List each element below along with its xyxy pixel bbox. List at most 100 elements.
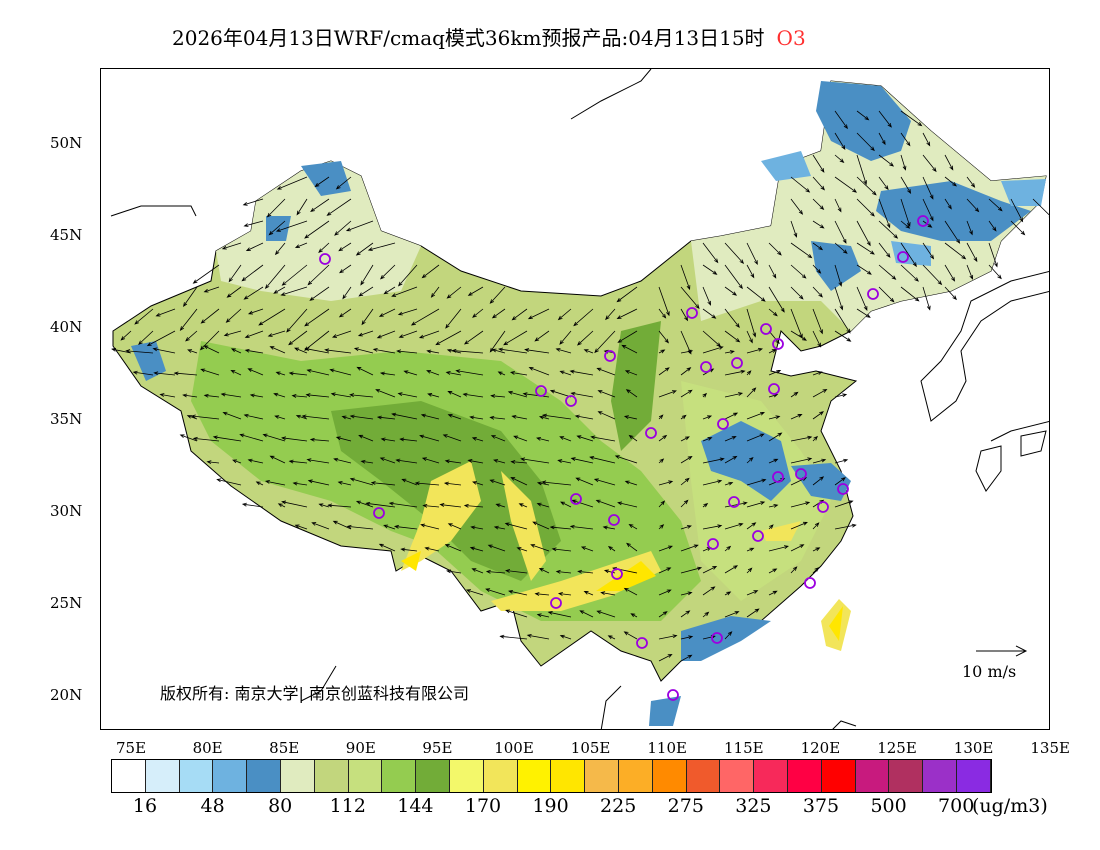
wind-arrow	[493, 525, 506, 530]
wind-arrow	[680, 525, 692, 530]
lon-label: 95E	[422, 739, 453, 757]
wind-arrow	[447, 390, 462, 398]
wind-arrow	[724, 264, 743, 290]
wind-arrow	[146, 330, 176, 347]
wind-arrow	[680, 544, 699, 552]
wind-arrow	[199, 330, 220, 351]
wind-arrow	[243, 413, 264, 420]
wind-arrow	[226, 286, 242, 298]
wind-arrow	[900, 198, 911, 228]
wind-arrow	[268, 220, 286, 236]
wind-arrow	[702, 392, 707, 398]
wind-arrow	[498, 347, 528, 354]
wind-arrow	[356, 366, 374, 376]
wind-arrow	[379, 457, 396, 464]
wind-arrow	[724, 565, 739, 574]
wind-arrow	[589, 456, 616, 464]
wind-arrow	[335, 176, 352, 190]
colorbar-swatch	[314, 760, 349, 792]
wind-arrow	[471, 568, 484, 574]
wind-arrow	[304, 220, 330, 239]
wind-arrow	[812, 242, 824, 251]
wind-arrow	[398, 330, 418, 338]
wind-arrow	[243, 286, 264, 300]
wind-arrow	[200, 308, 220, 324]
wind-arrow	[768, 242, 782, 256]
wind-arrow	[534, 592, 550, 596]
wind-arrow	[541, 413, 572, 420]
wind-arrow	[264, 480, 286, 486]
wind-arrow	[724, 308, 740, 328]
wind-arrow	[834, 393, 848, 398]
wind-arrow	[401, 478, 418, 486]
colorbar-swatch	[382, 760, 417, 792]
wind-arrow	[702, 264, 718, 275]
wind-arrow	[288, 330, 308, 346]
wind-arrow	[746, 567, 753, 574]
wind-arrow	[524, 348, 550, 354]
wind-arrow	[277, 503, 286, 508]
wind-arrow	[324, 348, 352, 354]
wind-arrow	[812, 176, 825, 191]
wind-arrow	[680, 349, 694, 354]
wind-arrow	[467, 286, 484, 296]
wind-arrow	[790, 521, 808, 530]
wind-arrow	[192, 436, 220, 442]
wind-arrow	[414, 481, 440, 486]
wind-arrow	[557, 308, 572, 321]
wind-arrow	[155, 308, 176, 317]
wind-arrow	[419, 434, 440, 442]
wind-arrow	[680, 455, 693, 464]
wind-arrow	[790, 264, 807, 279]
wind-arrow	[345, 220, 374, 232]
wind-arrow	[576, 435, 594, 442]
wind-arrow	[570, 457, 594, 464]
wind-arrow	[203, 286, 220, 293]
wind-arrow	[878, 198, 891, 229]
species-label: O3	[776, 26, 806, 50]
wind-arrow	[334, 220, 352, 236]
wind-arrow	[658, 330, 669, 344]
colorbar-swatch	[112, 760, 146, 792]
wind-arrow	[1010, 198, 1024, 223]
wind-arrow	[922, 132, 931, 147]
wind-arrow	[834, 154, 845, 163]
wind-arrow	[511, 414, 528, 420]
colorbar-swatch	[923, 760, 957, 792]
wind-arrow	[397, 308, 418, 316]
colorbar-label: 375	[802, 795, 840, 817]
wind-arrow	[536, 436, 550, 442]
wind-arrow	[856, 132, 875, 152]
colorbar-swatch	[416, 760, 450, 792]
wind-arrow	[746, 478, 767, 486]
wind-arrow	[746, 370, 752, 376]
wind-arrow	[314, 176, 330, 188]
wind-arrow	[724, 286, 738, 296]
colorbar-swatch	[213, 760, 248, 792]
wind-arrow	[120, 330, 132, 341]
wind-arrow	[616, 286, 638, 303]
wind-arrow	[900, 242, 917, 268]
wind-arrow	[281, 500, 308, 508]
wind-arrow	[111, 347, 132, 354]
wind-arrow	[551, 547, 572, 552]
wind-arrow	[471, 437, 484, 442]
wind-arrow	[724, 436, 737, 442]
lon-label: 125E	[877, 739, 917, 757]
wind-arrow	[489, 286, 506, 304]
wind-arrow	[269, 346, 286, 354]
wind-arrow	[383, 286, 396, 295]
colorbar-label: 170	[464, 795, 502, 817]
wind-arrow	[724, 350, 735, 354]
wind-arrow	[856, 242, 875, 255]
wind-arrow	[516, 547, 528, 552]
wind-arrow	[244, 330, 264, 338]
wind-arrow	[658, 349, 666, 354]
wind-arrow	[520, 457, 550, 464]
wind-arrow	[383, 524, 396, 530]
colorbar-label: 48	[200, 795, 225, 817]
wind-arrow	[291, 394, 308, 398]
wind-arrow	[398, 264, 418, 287]
wind-arrow	[420, 413, 440, 420]
wind-arrow	[559, 370, 572, 376]
